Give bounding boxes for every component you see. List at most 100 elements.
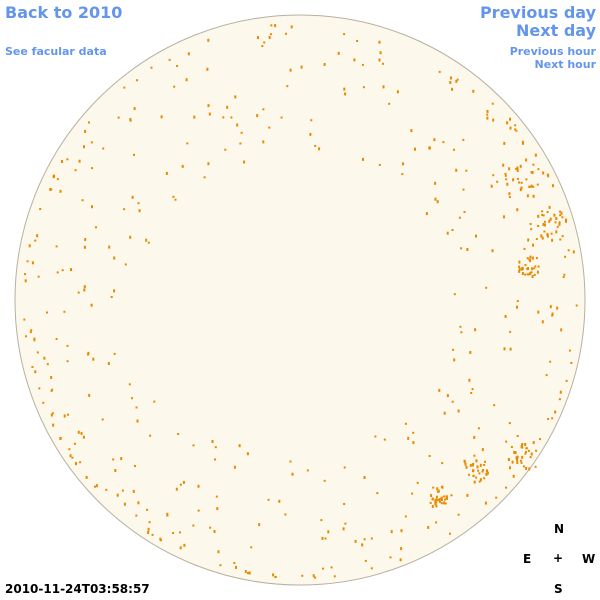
facula [515,456,518,460]
facula [177,433,180,435]
back-link[interactable]: Back to 2010 [5,3,123,22]
facula [258,523,261,527]
facula [457,513,460,516]
facula [505,486,507,489]
facula [147,241,150,244]
facula [520,186,523,190]
facula [446,394,449,398]
facula [434,502,437,506]
facula [59,437,62,440]
facula [244,570,247,573]
facula [116,493,119,497]
facula [90,141,93,144]
facula [186,142,189,145]
facula [561,235,564,238]
facula [509,466,511,470]
facula [363,538,366,541]
facula [452,348,455,351]
facula [496,180,499,183]
facula [131,195,134,199]
facula [318,147,321,151]
facula [525,467,528,470]
facula [123,208,126,211]
facula [63,310,66,313]
facula [555,230,558,234]
facula [148,521,151,524]
facula [514,128,517,131]
facula [516,461,519,465]
facula [472,89,475,93]
facula [61,160,63,163]
facula [561,216,564,219]
facula [208,112,211,116]
facula [289,68,292,72]
facula [434,197,437,201]
next-hour-link[interactable]: Next hour [534,58,597,71]
facula [113,256,116,260]
facula [66,360,69,363]
facula [101,418,104,421]
facula [529,456,532,459]
facula [432,486,435,489]
facula [429,501,432,504]
facula [516,208,519,212]
previous-day-link[interactable]: Previous day [479,3,596,22]
facula [324,537,327,540]
facula [83,288,86,292]
facula [262,108,265,111]
facula [534,265,537,268]
facula [50,389,53,392]
facula [321,536,324,540]
facula [400,529,403,533]
facula [518,265,520,268]
facula [570,362,573,364]
facula [516,166,519,170]
facula [306,469,309,472]
facula [516,455,519,459]
next-day-link[interactable]: Next day [516,21,596,40]
facula [531,267,534,271]
facula [471,388,474,391]
facula [430,494,433,498]
facula [532,163,535,166]
facula [388,102,391,105]
facula [399,558,402,562]
facula [549,217,552,221]
facula [457,409,460,413]
facula [453,293,456,296]
facula [187,52,190,56]
facula [514,124,517,127]
facula [112,458,115,461]
facula [449,532,451,535]
facula [537,214,540,218]
facula [159,537,162,541]
facula [503,215,505,219]
facula [425,212,428,216]
facula [535,257,538,260]
previous-hour-link[interactable]: Previous hour [509,45,596,58]
faculae [23,24,578,579]
facula [516,169,519,172]
facula [537,265,540,268]
facula [520,459,522,462]
facula [416,481,419,484]
facula [95,226,97,229]
facula [24,273,26,276]
facula [519,164,522,168]
facula [481,470,484,473]
facula [564,255,567,258]
facula [136,419,139,423]
facula [83,145,85,149]
facula [524,264,527,267]
facula [486,469,488,473]
facula [558,221,561,224]
facula [537,310,540,314]
facula [129,235,132,239]
facular-link[interactable]: See facular data [5,45,107,58]
facula [269,33,272,36]
facula [468,473,471,476]
facula [300,65,303,69]
facula [521,140,524,143]
facula [444,502,447,505]
